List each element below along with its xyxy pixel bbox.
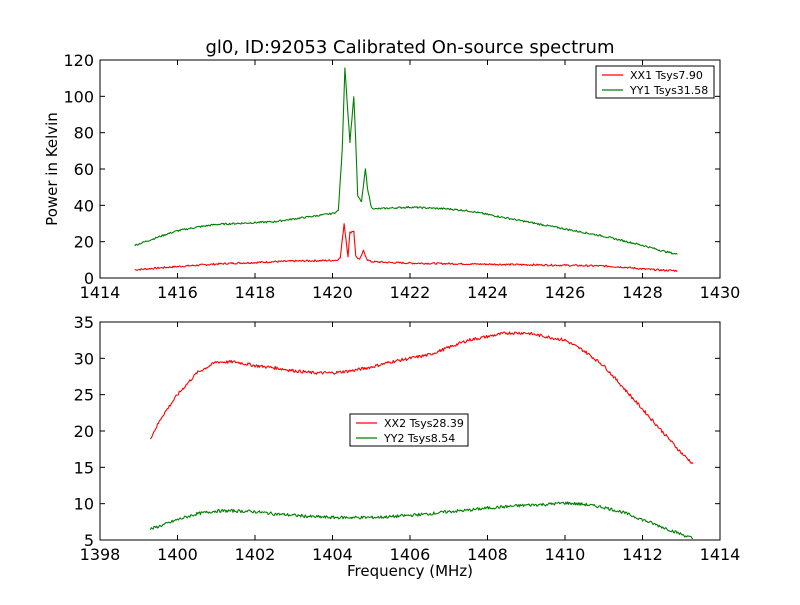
x-tick-label: 1400 — [157, 545, 198, 564]
y-tick-label: 0 — [84, 269, 94, 288]
y-tick-label: 120 — [63, 51, 94, 70]
y-tick-label: 20 — [74, 233, 94, 252]
series-line-yy — [134, 67, 678, 255]
x-tick-label: 1398 — [80, 545, 121, 564]
chart-title: gl0, ID:92053 Calibrated On-source spect… — [205, 37, 614, 58]
x-tick-label: 1414 — [80, 283, 121, 302]
x-tick-label: 1418 — [235, 283, 276, 302]
legend: XX1 Tsys7.90 YY1 Tsys31.58 — [595, 65, 715, 99]
y-tick-label: 100 — [63, 87, 94, 106]
y-tick-label: 60 — [74, 160, 94, 179]
x-tick-label: 1410 — [545, 545, 586, 564]
x-tick-label: 1406 — [390, 545, 431, 564]
legend-label: YY2 Tsys8.54 — [383, 432, 455, 445]
y-tick-label: 40 — [74, 196, 94, 215]
x-tick-label: 1416 — [157, 283, 198, 302]
series-line-yy — [149, 501, 693, 540]
legend-label: XX1 Tsys7.90 — [630, 69, 703, 82]
legend-box — [349, 413, 469, 447]
plot-top: 1414 1416 1418 1420 1422 1424 1426 1428 1430 0 20 4… — [43, 51, 740, 302]
y-tick-label: 20 — [74, 422, 94, 441]
legend-label: XX2 Tsys28.39 — [384, 417, 464, 430]
x-tick-label: 1408 — [467, 545, 508, 564]
legend: XX2 Tsys28.39 YY2 Tsys8.54 — [349, 413, 469, 447]
legend-label: YY1 Tsys31.58 — [629, 84, 708, 97]
x-tick-label: 1424 — [467, 283, 508, 302]
y-tick-label: 10 — [74, 495, 94, 514]
series-line-xx — [149, 331, 694, 465]
x-tick-label: 1428 — [622, 283, 663, 302]
x-tick-label: 1414 — [700, 545, 741, 564]
series-group — [134, 67, 678, 272]
x-tick-label: 1426 — [545, 283, 586, 302]
y-tick-label: 80 — [74, 124, 94, 143]
y-tick-label: 35 — [74, 313, 94, 332]
x-axis-label: Frequency (MHz) — [347, 562, 473, 580]
series-line-xx — [134, 223, 678, 272]
x-tick-label: 1420 — [312, 283, 353, 302]
x-tick-label: 1412 — [622, 545, 663, 564]
y-axis-label: Power in Kelvin — [43, 112, 61, 226]
y-tick-label: 15 — [74, 458, 94, 477]
x-tick-label: 1402 — [235, 545, 276, 564]
legend-box — [595, 65, 715, 99]
y-tick-label: 25 — [74, 386, 94, 405]
y-tick-label: 30 — [74, 349, 94, 368]
plot-bottom: 1398 1400 1402 1404 1406 1408 1410 1412 1414 5 10 1… — [74, 313, 741, 580]
series-group — [149, 331, 694, 540]
x-tick-label: 1422 — [390, 283, 431, 302]
x-tick-label: 1430 — [700, 283, 741, 302]
x-tick-label: 1404 — [312, 545, 353, 564]
y-tick-label: 5 — [84, 531, 94, 550]
